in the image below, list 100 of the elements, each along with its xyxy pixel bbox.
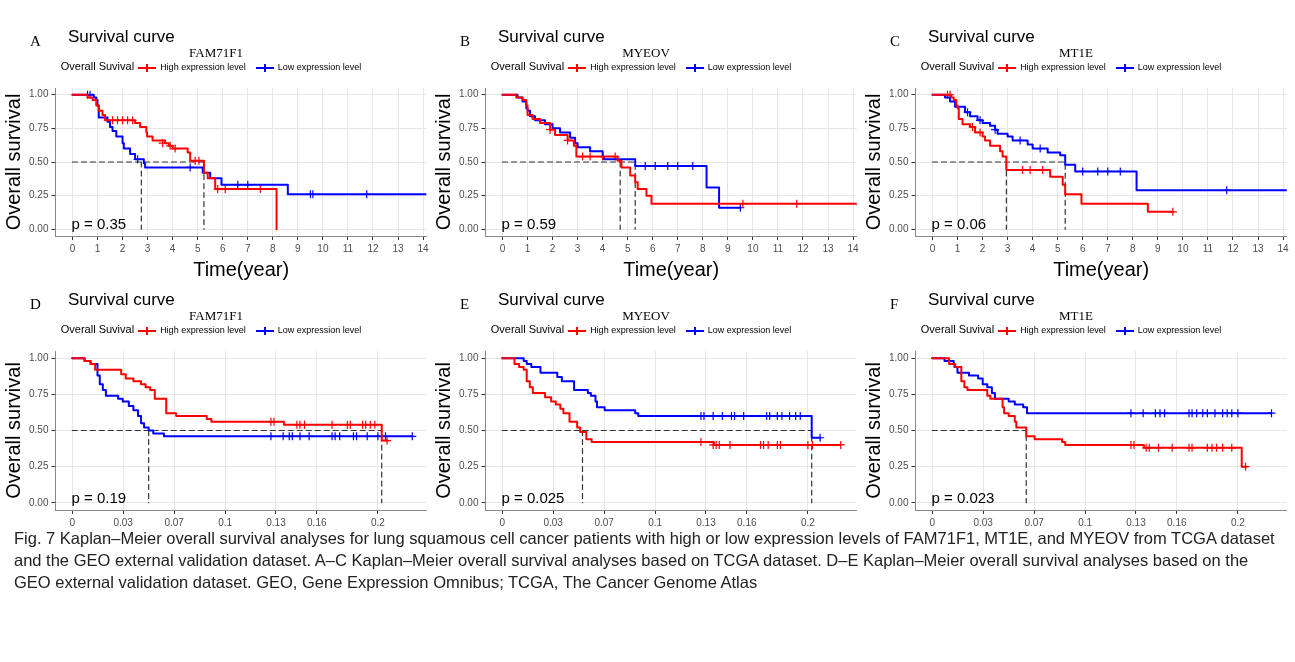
x-tick-label: 2 <box>549 242 556 254</box>
y-tick-label: 0.75 <box>458 122 479 134</box>
text: F <box>890 296 899 313</box>
x-tick-label: 0 <box>929 516 936 528</box>
x-tick-label: 6 <box>649 242 656 254</box>
y-tick-label: 0.50 <box>458 424 479 436</box>
x-tick-label: 11 <box>1202 242 1214 254</box>
y-tick-label: 0.25 <box>888 189 909 201</box>
x-tick-label: 6 <box>219 242 226 254</box>
y-axis-title: Overall survival <box>861 93 884 231</box>
y-axis-title: Overall survival <box>861 362 884 499</box>
y-tick-label: 0.25 <box>458 189 479 201</box>
y-tick-label: 0.50 <box>888 155 909 167</box>
x-tick-label: 0.13 <box>696 516 717 528</box>
x-tick-label: 0.07 <box>164 516 185 528</box>
y-tick-label: 0.25 <box>458 460 479 472</box>
legend-title: Overall Suvival <box>60 60 135 72</box>
caption: Fig. 7 Kaplan–Meier overall survival analyses for lung squamous cell cancer patients with high or low expression levels of FAM71F1, MT1E, and MYEOV from TCGA dataset and the GEO external validation dataset. A–C Kaplan–Meier overall survival analyses based on TCGA dataset. D–E Kaplan–Meier overall survival analyses based on the GEO external validation dataset. GEO, Gene Expression Omnibus; TCGA, The Cancer Genome Atlas <box>14 528 1276 593</box>
legend-title: Overall Suvival <box>920 323 995 335</box>
y-tick-label: 0.25 <box>888 460 909 472</box>
x-tick-label: 6 <box>1079 242 1086 254</box>
x-tick-label: 3 <box>1004 242 1011 254</box>
x-tick-label: 0.1 <box>218 516 233 528</box>
x-tick-label: 10 <box>317 242 329 254</box>
x-tick-label: 9 <box>1155 242 1162 254</box>
legend-title: Overall Suvival <box>60 323 135 335</box>
y-tick-label: 0.50 <box>888 424 909 436</box>
x-tick-label: 7 <box>244 242 251 254</box>
x-tick-label: 0.03 <box>543 516 564 528</box>
x-tick-label: 8 <box>1130 242 1137 254</box>
x-tick-label: 12 <box>1227 242 1239 254</box>
x-axis-title: Time(year) <box>623 257 720 280</box>
y-tick-label: 1.00 <box>888 88 909 100</box>
x-tick-label: 13 <box>822 242 834 254</box>
chart-subtitle: MT1E <box>1059 308 1093 323</box>
y-tick-label: 0.75 <box>458 388 479 400</box>
chart-subtitle: MYEOV <box>622 308 670 323</box>
x-tick-label: 4 <box>599 242 606 254</box>
x-tick-label: 0.13 <box>266 516 287 528</box>
x-tick-label: 5 <box>624 242 631 254</box>
y-tick-label: 0.25 <box>28 460 49 472</box>
x-tick-label: 12 <box>367 242 379 254</box>
y-tick-label: 0.75 <box>888 122 909 134</box>
y-tick-label: 0.00 <box>888 496 909 508</box>
y-tick-label: 0.00 <box>28 223 49 235</box>
x-tick-label: 0.2 <box>370 516 386 528</box>
chart-title: Survival curve <box>498 27 605 47</box>
y-tick-label: 1.00 <box>458 351 479 363</box>
x-tick-label: 0 <box>499 516 506 528</box>
y-tick-label: 0.75 <box>888 388 909 400</box>
x-tick-label: 0.16 <box>737 516 757 528</box>
x-tick-label: 1 <box>954 242 961 254</box>
y-tick-label: 1.00 <box>458 88 479 100</box>
text: D <box>30 296 41 313</box>
x-tick-label: 3 <box>144 242 151 254</box>
y-axis-title: Overall survival <box>431 93 454 231</box>
x-tick-label: 5 <box>194 242 201 254</box>
y-tick-label: 1.00 <box>28 351 49 363</box>
x-tick-label: 0.1 <box>648 516 663 528</box>
legend-label: Low expression level <box>1136 62 1222 72</box>
x-tick-label: 0.2 <box>800 516 816 528</box>
x-tick-label: 11 <box>772 242 784 254</box>
legend-label: Low expression level <box>276 62 362 72</box>
x-tick-label: 8 <box>700 242 707 254</box>
x-tick-label: 10 <box>747 242 759 254</box>
x-tick-label: 13 <box>1252 242 1264 254</box>
x-tick-label: 4 <box>169 242 176 254</box>
x-tick-label: 0.03 <box>113 516 134 528</box>
legend-label: Low expression level <box>276 325 362 335</box>
x-tick-label: 10 <box>1177 242 1189 254</box>
legend-label: Low expression level <box>706 62 792 72</box>
text: C <box>890 33 901 50</box>
legend-label: High expression level <box>1019 325 1106 335</box>
x-tick-label: 14 <box>1277 242 1290 254</box>
x-axis-title: Time(year) <box>193 257 290 280</box>
text: E <box>460 296 470 313</box>
x-tick-label: 2 <box>119 242 126 254</box>
x-tick-label: 0.2 <box>1230 516 1246 528</box>
y-axis-title: Overall survival <box>1 362 24 499</box>
x-tick-label: 0.16 <box>307 516 327 528</box>
x-tick-label: 13 <box>392 242 404 254</box>
annotation: p = 0.025 <box>501 488 565 506</box>
x-tick-label: 14 <box>417 242 430 254</box>
y-tick-label: 1.00 <box>28 88 49 100</box>
legend-title: Overall Suvival <box>490 60 565 72</box>
y-tick-label: 0.50 <box>458 155 479 167</box>
legend-label: High expression level <box>589 325 676 335</box>
x-tick-label: 11 <box>342 242 354 254</box>
x-tick-label: 2 <box>979 242 986 254</box>
y-tick-label: 0.75 <box>28 388 49 400</box>
legend-label: High expression level <box>589 62 676 72</box>
chart-subtitle: FAM71F1 <box>189 45 243 60</box>
y-axis-title: Overall survival <box>431 362 454 499</box>
annotation: p = 0.35 <box>71 214 127 232</box>
legend-label: High expression level <box>1019 62 1106 72</box>
x-tick-label: 9 <box>295 242 302 254</box>
x-tick-label: 1 <box>524 242 531 254</box>
chart-subtitle: FAM71F1 <box>189 308 243 323</box>
chart-title: Survival curve <box>68 290 175 310</box>
x-tick-label: 7 <box>1104 242 1111 254</box>
